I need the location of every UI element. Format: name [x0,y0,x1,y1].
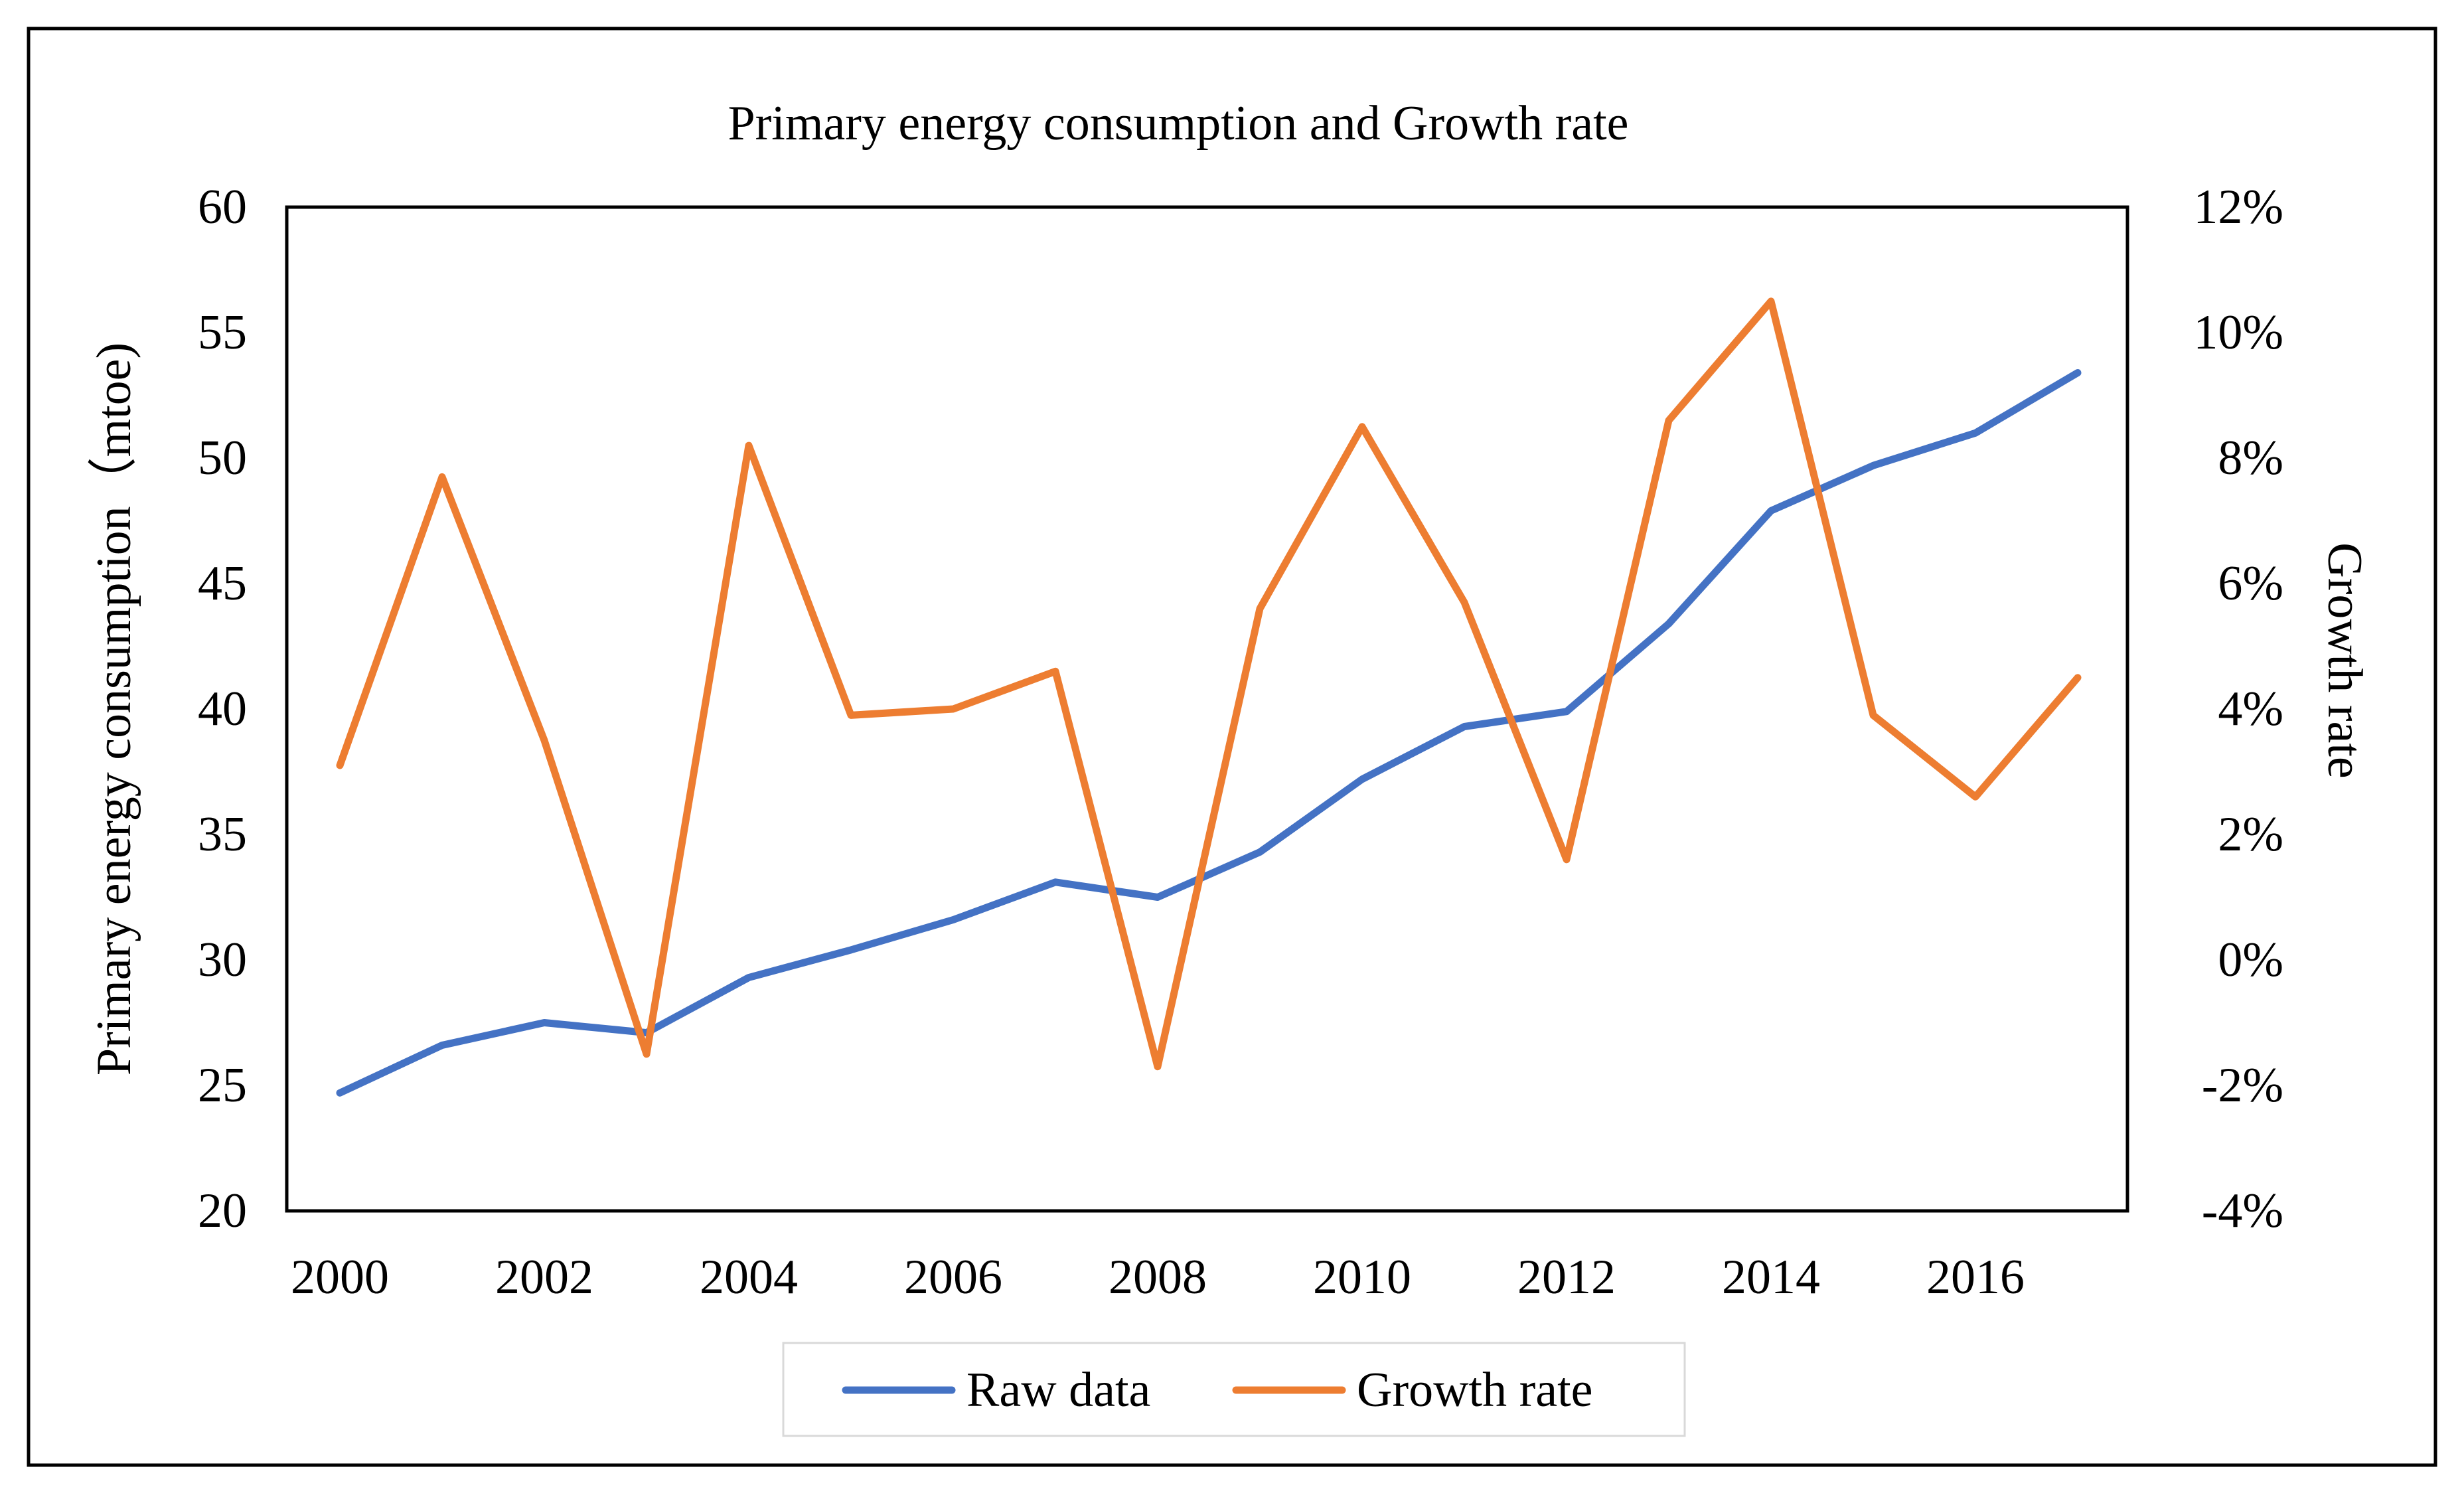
y2-tick-label: 12% [2193,180,2283,234]
series-line-growth-rate [336,297,2082,1071]
y-tick-label: 20 [198,1184,247,1238]
x-tick-label: 2016 [1926,1250,2025,1304]
y2-tick-label: 4% [2218,682,2283,736]
y2-tick-label: 10% [2193,305,2283,360]
y2-tick-label: 6% [2218,556,2283,611]
y2-axis-label: Growth rate [2317,542,2372,778]
y-tick-label: 55 [198,305,247,360]
y2-axis-tick-labels: 12% 10% 8% 6% 4% 2% 0% -2% -4% [2193,180,2283,1238]
x-tick-label: 2012 [1517,1250,1616,1304]
y-tick-label: 30 [198,933,247,987]
y-tick-label: 35 [198,807,247,862]
x-tick-label: 2014 [1722,1250,1820,1304]
y2-tick-label: 2% [2218,807,2283,862]
x-tick-label: 2002 [495,1250,593,1304]
y-axis-tick-labels: 60 55 50 45 40 35 30 25 20 [198,180,247,1238]
y2-tick-label: 8% [2218,431,2283,485]
x-tick-label: 2000 [291,1250,389,1304]
x-tick-label: 2008 [1109,1250,1207,1304]
x-tick-label: 2006 [904,1250,1002,1304]
legend-label-raw-data: Raw data [966,1363,1150,1417]
x-axis-tick-labels: 2000 2002 2004 2006 2008 2010 2012 2014 2016 [291,1250,2025,1304]
y-tick-label: 25 [198,1058,247,1113]
x-tick-label: 2010 [1313,1250,1411,1304]
x-tick-label: 2004 [700,1250,798,1304]
legend: Raw data Growth rate [842,1363,1592,1417]
y-tick-label: 50 [198,431,247,485]
series-line-raw-data [336,369,2082,1097]
y-tick-label: 60 [198,180,247,234]
plot-area-frame [285,205,2129,1213]
y2-tick-label: 0% [2218,933,2283,987]
y-tick-label: 45 [198,556,247,611]
chart-title: Primary energy consumption and Growth ra… [728,96,1628,151]
y2-tick-label: -4% [2202,1184,2283,1238]
legend-label-growth-rate: Growth rate [1357,1363,1592,1417]
y-axis-label: Primary energy consumption（mtoe) [87,343,141,1075]
y2-tick-label: -2% [2202,1058,2283,1113]
series-layer [336,297,2082,1097]
y-tick-label: 40 [198,682,247,736]
